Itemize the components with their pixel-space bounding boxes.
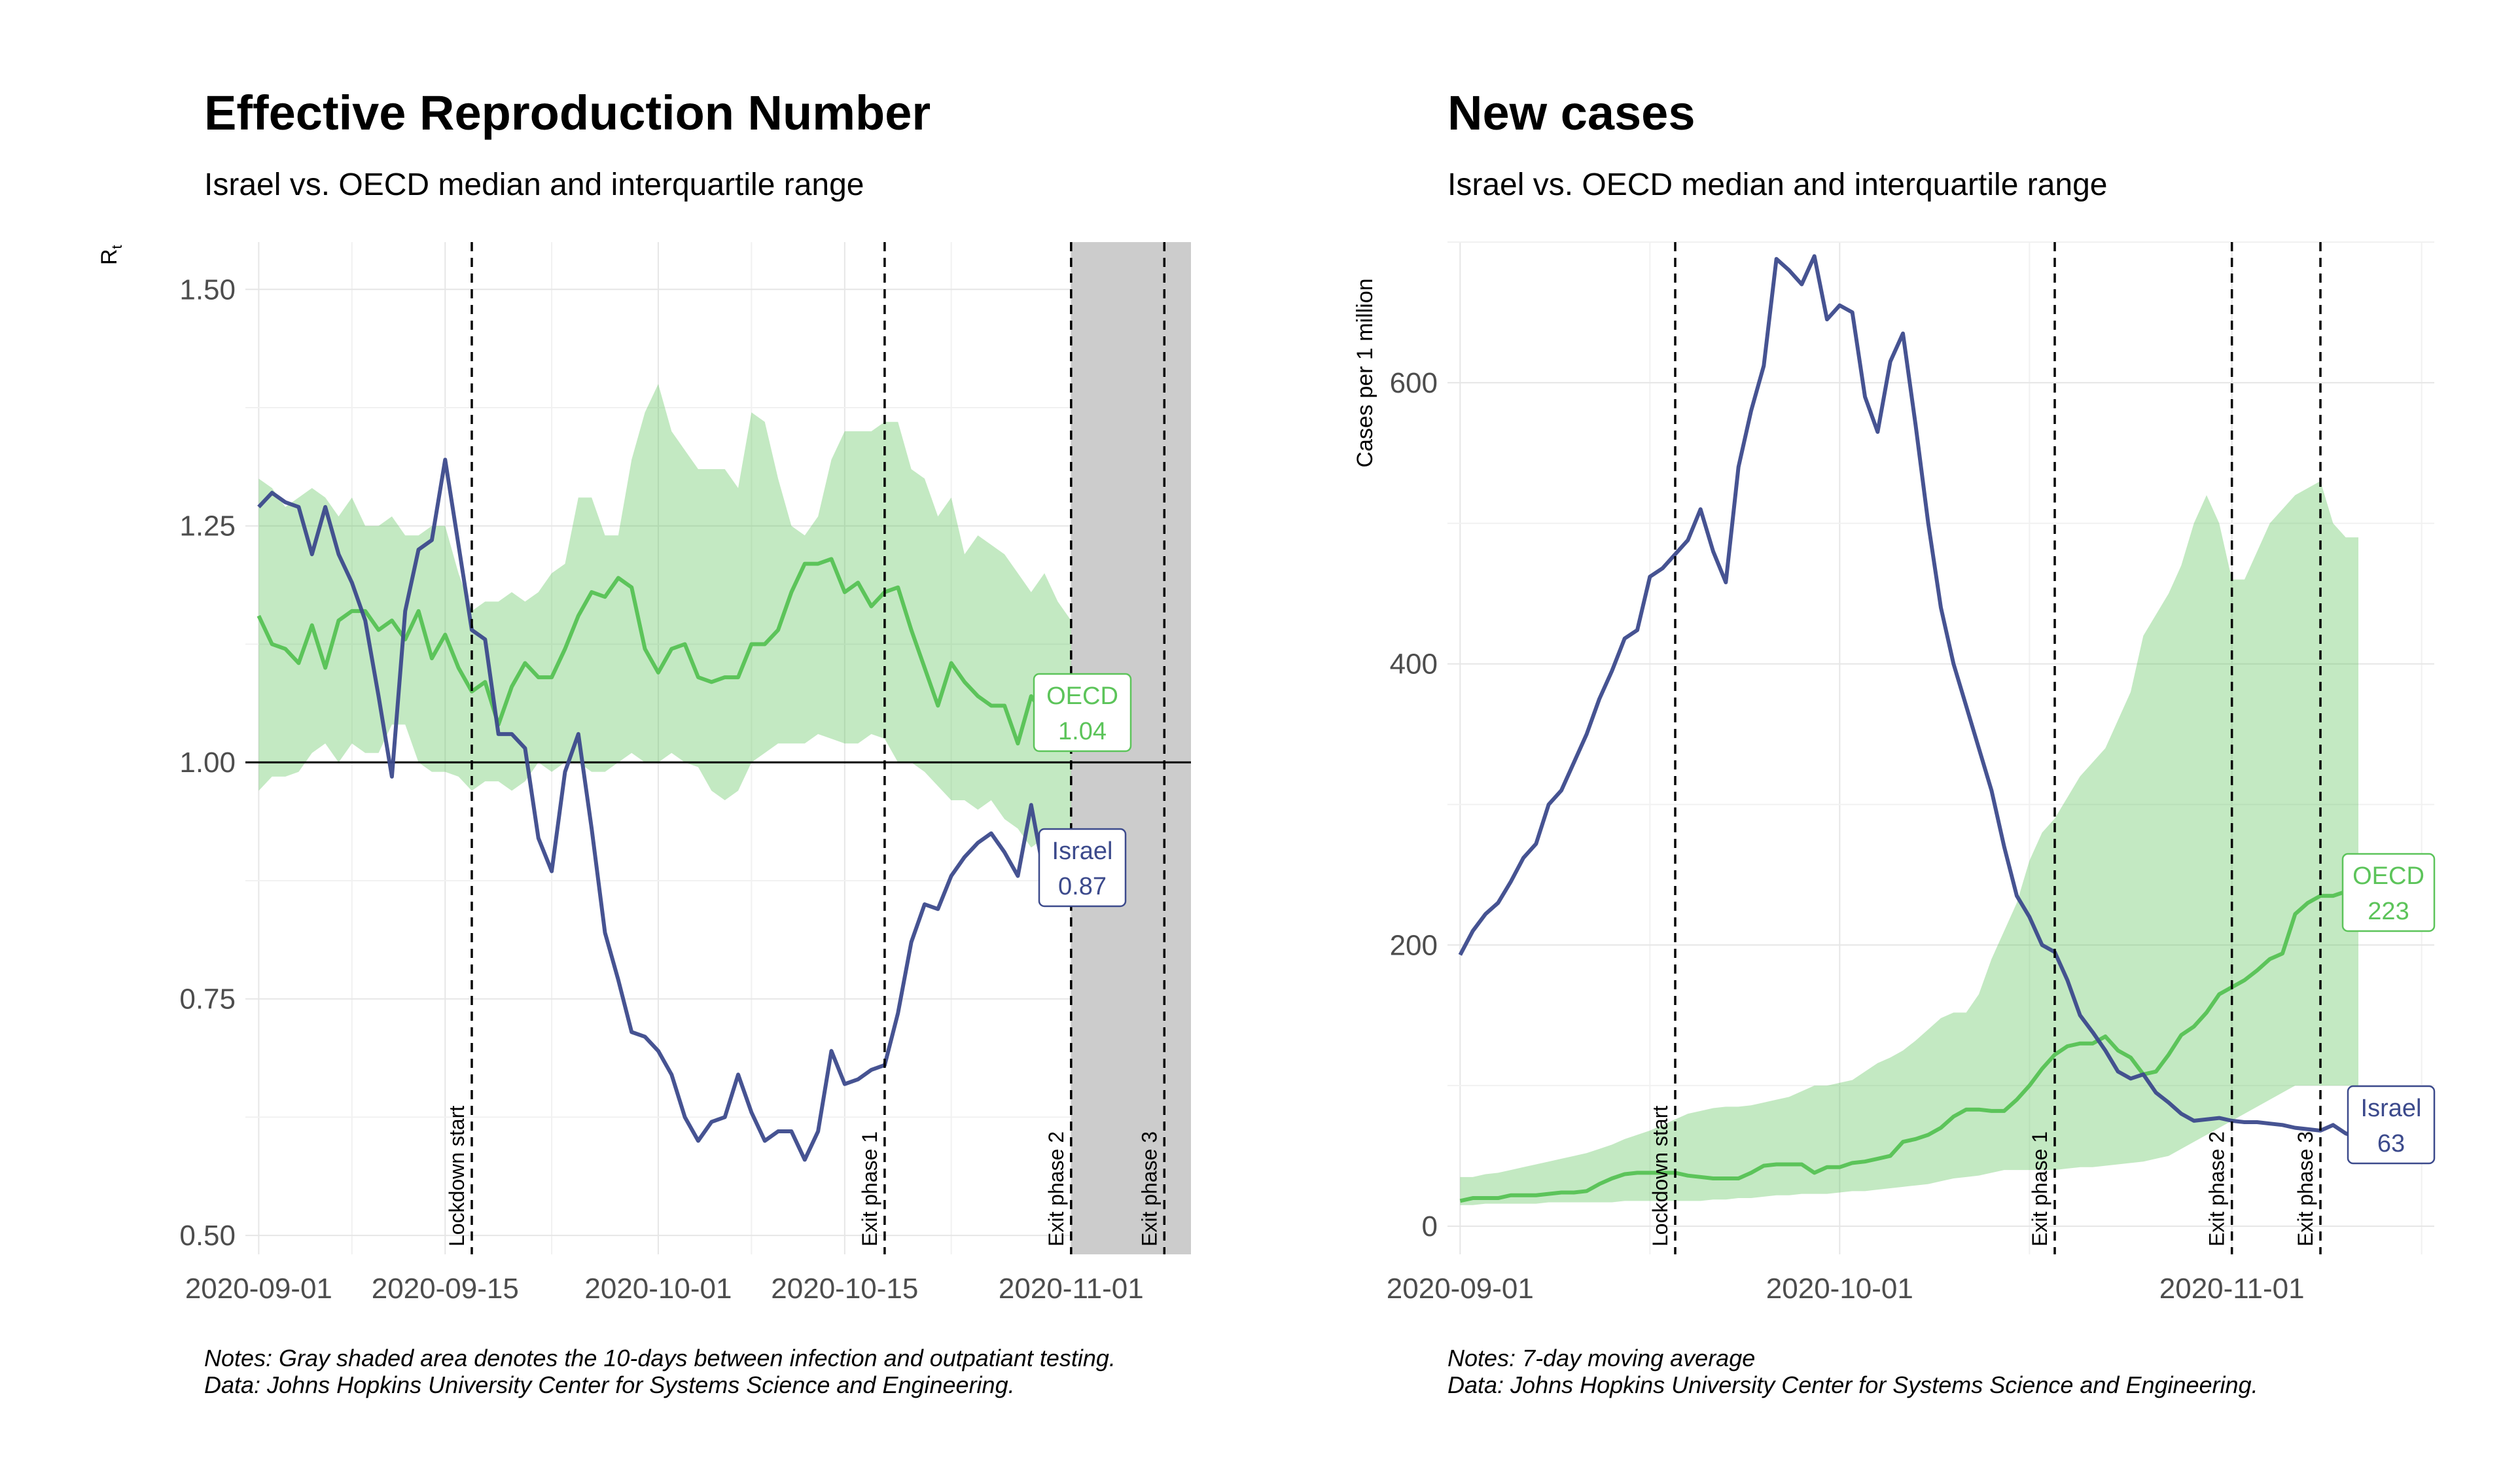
oecd-iqr-band bbox=[1460, 481, 2358, 1205]
israel-series-line bbox=[1458, 254, 2359, 1140]
israel-end-label-value: 0.87 bbox=[1058, 873, 1107, 900]
event-label: Lockdown start bbox=[1648, 1106, 1672, 1246]
x-tick-label: 2020-11-01 bbox=[999, 1273, 1144, 1305]
chart-notes: Notes: Gray shaded area denotes the 10-d… bbox=[204, 1345, 1116, 1398]
y-axis-title: Rt bbox=[97, 245, 125, 265]
x-tick-label: 2020-09-15 bbox=[372, 1273, 519, 1305]
oecd-end-label-name: OECD bbox=[2352, 862, 2424, 890]
y-axis-title: Cases per 1 million bbox=[1353, 278, 1377, 467]
israel-end-label-value: 63 bbox=[2377, 1130, 2405, 1157]
y-tick-label: 1.00 bbox=[179, 747, 236, 779]
y-tick-label: 0.75 bbox=[179, 983, 236, 1016]
x-tick-label: 2020-10-15 bbox=[771, 1273, 918, 1305]
y-tick-label: 400 bbox=[1390, 648, 1438, 680]
x-tick-label: 2020-09-01 bbox=[1387, 1273, 1534, 1305]
cases-panel: New cases Israel vs. OECD median and int… bbox=[1251, 0, 2502, 1484]
oecd-iqr-band bbox=[258, 383, 1071, 848]
notes-line: Notes: Gray shaded area denotes the 10-d… bbox=[204, 1345, 1116, 1371]
israel-series-line bbox=[257, 457, 1071, 1162]
event-label: Exit phase 2 bbox=[2205, 1131, 2229, 1246]
event-label: Exit phase 3 bbox=[1137, 1131, 1161, 1246]
israel-end-label-box bbox=[2347, 1085, 2436, 1165]
y-tick-label: 200 bbox=[1390, 929, 1438, 961]
source-line: Data: Johns Hopkins University Center fo… bbox=[1447, 1371, 2258, 1398]
israel-end-label-box bbox=[1038, 828, 1127, 908]
event-label: Exit phase 1 bbox=[858, 1131, 881, 1246]
event-label: Exit phase 1 bbox=[2028, 1131, 2051, 1246]
oecd-series-line bbox=[257, 557, 1071, 746]
chart-subtitle: Israel vs. OECD median and interquartile… bbox=[204, 168, 864, 202]
oecd-series-line bbox=[1459, 889, 2360, 1203]
cases-chart: Lockdown start Exit phase 1 Exit phase 2 Ex… bbox=[1353, 241, 2436, 1305]
oecd-end-label-box bbox=[1033, 673, 1132, 752]
chart-subtitle: Israel vs. OECD median and interquartile… bbox=[1447, 168, 2108, 202]
israel-end-label-name: Israel bbox=[1052, 838, 1113, 865]
source-line: Data: Johns Hopkins University Center fo… bbox=[204, 1371, 1015, 1398]
y-tick-label: 0.50 bbox=[179, 1220, 236, 1252]
notes-line: Notes: 7-day moving average bbox=[1447, 1345, 1756, 1371]
y-tick-label: 1.25 bbox=[179, 510, 236, 542]
oecd-end-label-name: OECD bbox=[1046, 682, 1118, 710]
chart-notes: Notes: 7-day moving average Data: Johns … bbox=[1447, 1345, 2258, 1398]
chart-title: Effective Reproduction Number bbox=[204, 86, 931, 140]
event-label: Exit phase 2 bbox=[1044, 1131, 1068, 1246]
chart-title: New cases bbox=[1447, 86, 1695, 140]
x-tick-label: 2020-09-01 bbox=[185, 1273, 332, 1305]
oecd-end-label-value: 1.04 bbox=[1058, 718, 1107, 745]
event-label: Exit phase 3 bbox=[2294, 1131, 2317, 1246]
x-tick-label: 2020-10-01 bbox=[584, 1273, 732, 1305]
oecd-end-label-box bbox=[2341, 853, 2436, 932]
y-tick-label: 1.50 bbox=[179, 274, 236, 306]
event-label: Lockdown start bbox=[445, 1106, 469, 1246]
x-tick-label: 2020-10-01 bbox=[1766, 1273, 1913, 1305]
y-tick-label: 0 bbox=[1422, 1210, 1438, 1243]
oecd-end-label-value: 223 bbox=[2368, 898, 2409, 925]
rt-chart: Lockdown start Exit phase 1 Exit phase 2 Ex… bbox=[97, 242, 1191, 1305]
x-tick-label: 2020-11-01 bbox=[2159, 1273, 2305, 1305]
y-tick-label: 600 bbox=[1390, 367, 1438, 399]
israel-end-label-name: Israel bbox=[2361, 1095, 2422, 1122]
rt-panel: Effective Reproduction Number Israel vs.… bbox=[0, 0, 1251, 1484]
